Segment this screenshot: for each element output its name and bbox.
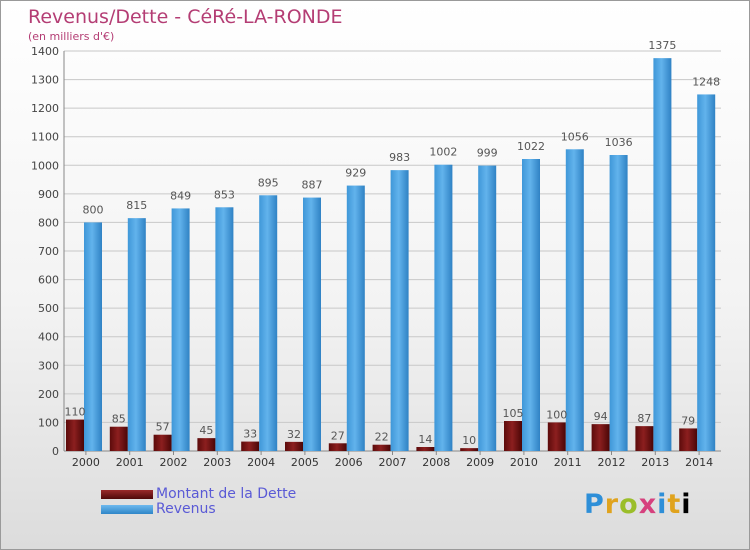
bar-revenus bbox=[434, 164, 453, 451]
x-tick-label: 2006 bbox=[335, 456, 363, 469]
bar-revenus bbox=[84, 222, 102, 451]
bar-dette bbox=[460, 448, 479, 451]
bar-dette bbox=[66, 419, 84, 451]
bar-dette bbox=[591, 424, 610, 451]
y-tick-label: 200 bbox=[38, 388, 59, 401]
proxiti-logo: Proxiti bbox=[584, 489, 692, 520]
bar-revenus bbox=[127, 218, 146, 451]
bar-dette bbox=[635, 426, 654, 451]
bar-dette bbox=[285, 441, 303, 451]
data-label-dette: 33 bbox=[243, 428, 257, 441]
chart-title: Revenus/Dette - CéRé-LA-RONDE bbox=[28, 6, 343, 28]
data-label-revenus: 1056 bbox=[561, 130, 589, 143]
data-label-revenus: 849 bbox=[170, 189, 191, 202]
data-label-dette: 87 bbox=[637, 412, 651, 425]
y-tick-label: 1200 bbox=[31, 102, 59, 115]
x-tick-label: 2004 bbox=[247, 456, 275, 469]
x-tick-label: 2012 bbox=[598, 456, 626, 469]
data-label-dette: 79 bbox=[681, 414, 695, 427]
y-tick-label: 700 bbox=[38, 245, 59, 258]
data-label-revenus: 895 bbox=[258, 176, 279, 189]
x-tick-label: 2010 bbox=[510, 456, 538, 469]
y-tick-label: 100 bbox=[38, 416, 59, 429]
data-label-revenus: 1036 bbox=[605, 136, 633, 149]
y-tick-label: 800 bbox=[38, 216, 59, 229]
x-tick-label: 2002 bbox=[160, 456, 188, 469]
x-tick-label: 2014 bbox=[685, 456, 713, 469]
bar-revenus bbox=[390, 170, 409, 451]
bar-dette bbox=[416, 447, 435, 451]
data-label-revenus: 1022 bbox=[517, 140, 545, 153]
x-tick-label: 2000 bbox=[72, 456, 100, 469]
data-label-revenus: 1002 bbox=[429, 146, 457, 159]
data-label-revenus: 853 bbox=[214, 188, 235, 201]
legend-label-dette: Montant de la Dette bbox=[156, 486, 297, 502]
bar-dette bbox=[197, 438, 216, 451]
bar-dette bbox=[109, 426, 128, 451]
data-label-dette: 85 bbox=[112, 413, 126, 426]
x-tick-label: 2003 bbox=[203, 456, 231, 469]
bar-revenus bbox=[346, 185, 365, 452]
data-label-revenus: 999 bbox=[477, 147, 498, 160]
data-label-dette: 100 bbox=[546, 408, 567, 421]
data-label-revenus: 1375 bbox=[648, 39, 676, 52]
data-label-dette: 32 bbox=[287, 428, 301, 441]
y-tick-label: 300 bbox=[38, 359, 59, 372]
bar-dette bbox=[328, 443, 347, 451]
bar-revenus bbox=[478, 165, 497, 452]
legend-swatch-revenus bbox=[101, 505, 153, 514]
bar-revenus bbox=[653, 58, 672, 452]
y-tick-label: 900 bbox=[38, 188, 59, 201]
bar-revenus bbox=[303, 197, 321, 451]
bar-revenus bbox=[259, 195, 278, 451]
bar-dette bbox=[547, 422, 566, 451]
y-tick-label: 1300 bbox=[31, 74, 59, 87]
data-label-dette: 22 bbox=[375, 431, 389, 444]
x-tick-label: 2007 bbox=[379, 456, 407, 469]
data-label-dette: 105 bbox=[503, 407, 524, 420]
bar-revenus bbox=[171, 208, 190, 451]
y-tick-label: 1000 bbox=[31, 159, 59, 172]
bar-revenus bbox=[215, 207, 234, 451]
bar-dette bbox=[241, 441, 260, 451]
data-label-revenus: 815 bbox=[126, 199, 147, 212]
data-label-revenus: 800 bbox=[83, 203, 104, 216]
x-tick-label: 2008 bbox=[422, 456, 450, 469]
y-tick-label: 0 bbox=[52, 445, 59, 458]
x-tick-label: 2005 bbox=[291, 456, 319, 469]
y-tick-label: 500 bbox=[38, 302, 59, 315]
data-label-revenus: 887 bbox=[302, 179, 323, 192]
data-label-revenus: 983 bbox=[389, 151, 410, 164]
bar-revenus bbox=[609, 155, 628, 451]
y-tick-label: 1100 bbox=[31, 131, 59, 144]
x-tick-label: 2001 bbox=[116, 456, 144, 469]
bar-dette bbox=[372, 444, 391, 451]
data-label-revenus: 929 bbox=[345, 167, 366, 180]
chart-subtitle: (en milliers d'€) bbox=[28, 30, 115, 43]
legend-swatch-dette bbox=[101, 490, 153, 499]
y-tick-label: 1400 bbox=[31, 45, 59, 58]
data-label-revenus: 1248 bbox=[692, 75, 720, 88]
data-label-dette: 14 bbox=[418, 433, 432, 446]
bar-revenus bbox=[697, 94, 716, 451]
data-label-dette: 94 bbox=[594, 410, 608, 423]
data-label-dette: 27 bbox=[331, 429, 345, 442]
bar-dette bbox=[679, 428, 698, 451]
data-label-dette: 110 bbox=[65, 406, 86, 419]
bar-revenus bbox=[565, 149, 584, 452]
x-tick-label: 2013 bbox=[641, 456, 669, 469]
x-tick-label: 2011 bbox=[554, 456, 582, 469]
x-tick-label: 2009 bbox=[466, 456, 494, 469]
bar-dette bbox=[504, 421, 522, 451]
y-tick-label: 600 bbox=[38, 274, 59, 287]
y-tick-label: 400 bbox=[38, 331, 59, 344]
data-label-dette: 45 bbox=[199, 424, 213, 437]
bar-dette bbox=[153, 434, 172, 451]
legend-label-revenus: Revenus bbox=[156, 501, 216, 517]
data-label-dette: 57 bbox=[156, 421, 170, 434]
bar-revenus bbox=[522, 159, 540, 451]
data-label-dette: 10 bbox=[462, 434, 476, 447]
